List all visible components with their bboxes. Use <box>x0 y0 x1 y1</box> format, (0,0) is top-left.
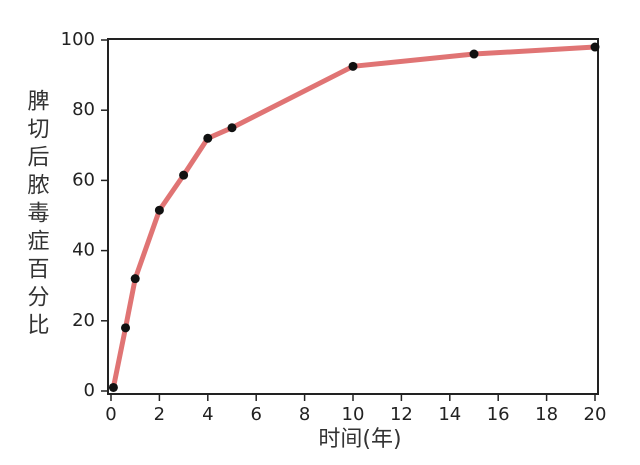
x-tick-label: 16 <box>487 404 510 425</box>
plot-frame <box>107 38 599 395</box>
marker <box>348 61 358 71</box>
line <box>110 44 596 388</box>
x-tick-label: 4 <box>202 404 213 425</box>
marker <box>469 49 479 59</box>
x-tick-label: 20 <box>584 404 607 425</box>
marker <box>179 170 189 180</box>
marker <box>227 123 237 133</box>
marker <box>108 382 118 392</box>
x-tick-label: 12 <box>390 404 413 425</box>
x-tick-label: 8 <box>299 404 310 425</box>
y-tick-label: 60 <box>72 169 95 190</box>
x-tick-label: 18 <box>535 404 558 425</box>
marker <box>154 205 164 215</box>
marker <box>121 323 131 333</box>
x-tick-label: 2 <box>154 404 165 425</box>
marker <box>590 42 600 52</box>
y-tick-label: 100 <box>61 29 95 50</box>
y-tick-label: 80 <box>72 99 95 120</box>
x-tick-label: 6 <box>250 404 261 425</box>
x-tick-label: 14 <box>438 404 461 425</box>
y-axis-title: 脾切后脓毒症百分比 <box>24 89 50 341</box>
marker <box>203 133 213 143</box>
x-tick-label: 10 <box>342 404 365 425</box>
x-tick-label: 0 <box>105 404 116 425</box>
y-tick-label: 0 <box>84 380 95 401</box>
marker <box>130 274 140 284</box>
y-tick-label: 40 <box>72 240 95 261</box>
y-tick-label: 20 <box>72 310 95 331</box>
x-axis-title: 时间(年) <box>318 427 401 452</box>
